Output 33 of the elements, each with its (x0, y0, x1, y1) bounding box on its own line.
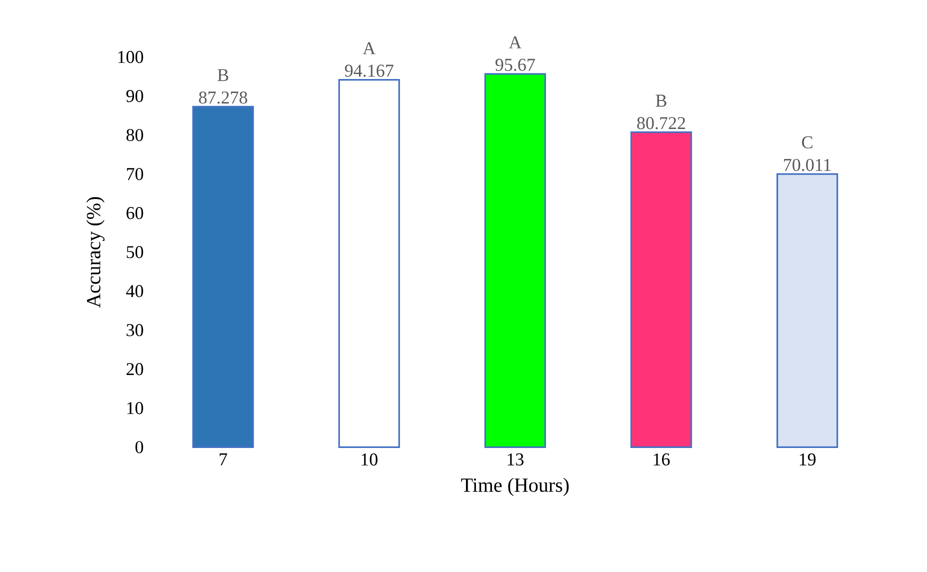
x-axis-title: Time (Hours) (461, 478, 569, 496)
bar (776, 173, 838, 448)
y-tick-label: 0 (135, 440, 144, 454)
x-tick-label: 16 (654, 453, 670, 466)
annotation: B (656, 94, 666, 107)
y-tick-label: 40 (126, 284, 144, 298)
data-label: 80.722 (637, 116, 686, 130)
annotation: A (508, 36, 522, 48)
y-tick-label: 10 (127, 402, 144, 414)
x-tick-label: 19 (800, 453, 816, 466)
data-label: 95.67 (496, 58, 535, 71)
x-tick-label: 13 (508, 453, 524, 466)
annotation: B (218, 69, 228, 81)
data-label: 94.167 (344, 64, 394, 77)
x-tick-label: 7 (220, 453, 228, 466)
y-tick-label: 20 (126, 362, 144, 376)
y-tick-label: 100 (118, 50, 144, 63)
bar (338, 78, 400, 448)
x-tick-label: 10 (362, 453, 378, 466)
y-tick-label: 30 (126, 324, 144, 336)
bar (630, 131, 692, 448)
bar (192, 106, 254, 448)
y-tick-label: 90 (126, 90, 144, 102)
y-tick-label: 70 (126, 168, 144, 180)
y-tick-label: 80 (126, 128, 144, 142)
data-label: 87.278 (199, 91, 248, 104)
bar (484, 73, 546, 448)
annotation: C (802, 136, 812, 148)
annotation: A (362, 42, 376, 54)
y-tick-label: 50 (126, 246, 144, 258)
y-tick-label: 60 (126, 206, 144, 220)
data-label: 70.011 (784, 158, 831, 171)
y-axis-title: Accuracy (%) (86, 197, 105, 308)
